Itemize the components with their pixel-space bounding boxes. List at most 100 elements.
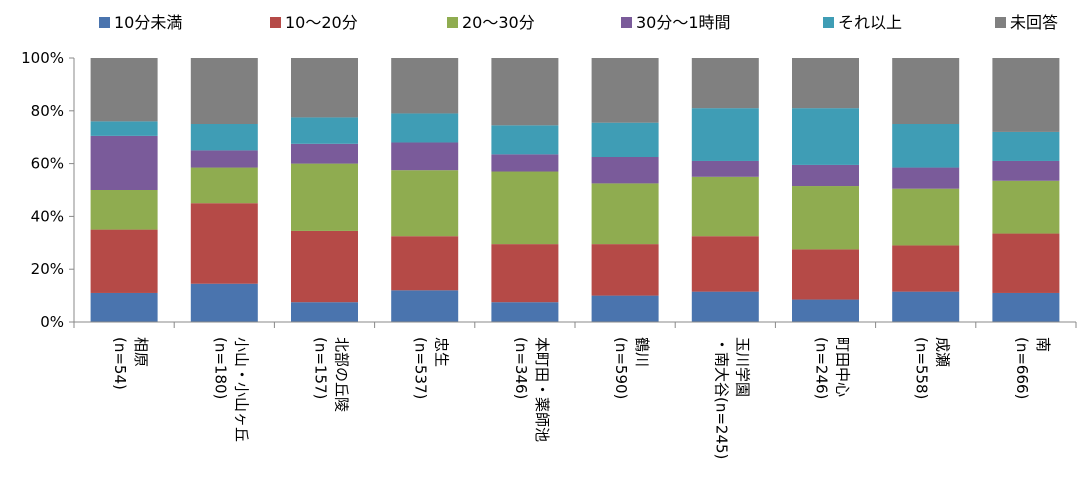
legend-swatch — [270, 17, 281, 28]
bar-segment — [591, 183, 659, 245]
bar-segment — [190, 283, 258, 322]
bar-segment — [792, 186, 859, 250]
bar-segment — [892, 245, 960, 292]
category-count-label: (n=346) — [512, 337, 530, 399]
category-labels: 相原(n=54) 小山・小山ヶ丘(n=180) 北部の丘陵(n=157) 忠生(n=5… — [111, 337, 1052, 459]
category-label: 成瀬 — [934, 337, 952, 367]
bar-segment — [691, 236, 759, 292]
category-count-label: (n=246) — [813, 337, 831, 399]
category-count-label: (n=558) — [913, 337, 931, 399]
bar-segment — [90, 190, 158, 230]
bar-segment — [992, 131, 1060, 161]
legend: 10分未満 10〜20分 20〜30分 30分〜1時間 それ以上 未回答 — [99, 13, 1058, 32]
bar-segment — [491, 154, 559, 172]
bar-segment — [291, 143, 358, 164]
category-label: 小山・小山ヶ丘 — [232, 337, 250, 442]
bar-segment — [90, 292, 158, 322]
bar-segment — [90, 121, 158, 136]
bar-segment — [591, 58, 659, 123]
bar-segment — [792, 164, 859, 187]
bar-segment — [591, 295, 659, 322]
y-tick-label: 40% — [31, 207, 64, 225]
legend-swatch — [447, 17, 458, 28]
bar-segment — [190, 167, 258, 204]
bar-segment — [391, 113, 459, 143]
bar-segment — [691, 176, 759, 237]
category-label: 相原 — [132, 337, 150, 367]
bar-segment — [691, 108, 759, 161]
bar-segment — [90, 229, 158, 293]
y-tick-label: 60% — [31, 155, 64, 173]
bar-segment — [992, 233, 1060, 293]
bar-segment — [90, 58, 158, 122]
bar-segment — [591, 122, 659, 157]
category-count-label: (n=666) — [1013, 337, 1031, 399]
category-count-label: (n=157) — [312, 337, 330, 399]
bar-segment — [391, 58, 459, 114]
category-label: 玉川学園 — [733, 337, 751, 397]
bar-segment — [190, 124, 258, 151]
bar-segment — [491, 171, 559, 245]
category-count-label: (n=54) — [111, 337, 129, 390]
bar-segment — [792, 249, 859, 300]
bar-segment — [892, 124, 960, 168]
bar-segment — [391, 290, 459, 322]
legend-label: それ以上 — [838, 13, 902, 32]
bar-segment — [892, 58, 960, 124]
bar-segment — [291, 163, 358, 231]
y-tick-label: 80% — [31, 102, 64, 120]
bar-segment — [90, 135, 158, 190]
category-count-label: (n=590) — [612, 337, 630, 399]
y-tick-label: 0% — [40, 313, 64, 331]
legend-swatch — [995, 17, 1006, 28]
legend-label: 20〜30分 — [462, 13, 535, 32]
bar-segment — [691, 58, 759, 109]
bar-segment — [892, 291, 960, 322]
category-label: 町田中心 — [834, 337, 852, 397]
bar-segment — [391, 142, 459, 171]
bar-segment — [190, 58, 258, 124]
category-label: 本町田・薬師池 — [533, 337, 551, 442]
bar-segment — [792, 299, 859, 322]
bar-segment — [691, 291, 759, 322]
bar-segment — [291, 230, 358, 303]
bar-segment — [291, 302, 358, 322]
legend-swatch — [99, 17, 110, 28]
legend-label: 30分〜1時間 — [636, 13, 731, 32]
category-label: 北部の丘陵 — [333, 337, 351, 412]
category-count-label: (n=537) — [412, 337, 430, 399]
category-count-label: (n=180) — [211, 337, 229, 399]
bar-segment — [792, 108, 859, 165]
bar-segment — [992, 180, 1060, 234]
bar-segment — [691, 160, 759, 177]
legend-swatch — [823, 17, 834, 28]
bar-segment — [291, 117, 358, 144]
legend-label: 10分未満 — [114, 13, 182, 32]
bar-segment — [992, 58, 1060, 132]
category-label: 忠生 — [433, 337, 451, 367]
y-tick-label: 20% — [31, 260, 64, 278]
bar-segment — [591, 157, 659, 184]
legend-swatch — [621, 17, 632, 28]
bar-segment — [291, 58, 358, 118]
legend-label: 10〜20分 — [285, 13, 358, 32]
bar-segment — [491, 125, 559, 155]
bar-segment — [992, 292, 1060, 322]
bar-segment — [391, 170, 459, 237]
bar-segment — [491, 302, 559, 322]
bar-segment — [190, 203, 258, 284]
bar-segment — [391, 236, 459, 291]
bar-segment — [190, 150, 258, 168]
x-axis — [73, 321, 1077, 328]
category-count-label: ・南大谷(n=245) — [712, 337, 730, 459]
bar-segment — [892, 188, 960, 246]
category-label: 南 — [1034, 337, 1052, 352]
bar-segment — [591, 244, 659, 296]
category-label: 鶴川 — [633, 337, 651, 367]
bar-segment — [792, 58, 859, 109]
y-tick-label: 100% — [21, 49, 64, 67]
y-axis: 0% 20% 40% 60% 80% 100% — [21, 49, 75, 331]
bar-segment — [491, 58, 559, 126]
bar-segment — [491, 244, 559, 303]
legend-label: 未回答 — [1010, 13, 1058, 32]
